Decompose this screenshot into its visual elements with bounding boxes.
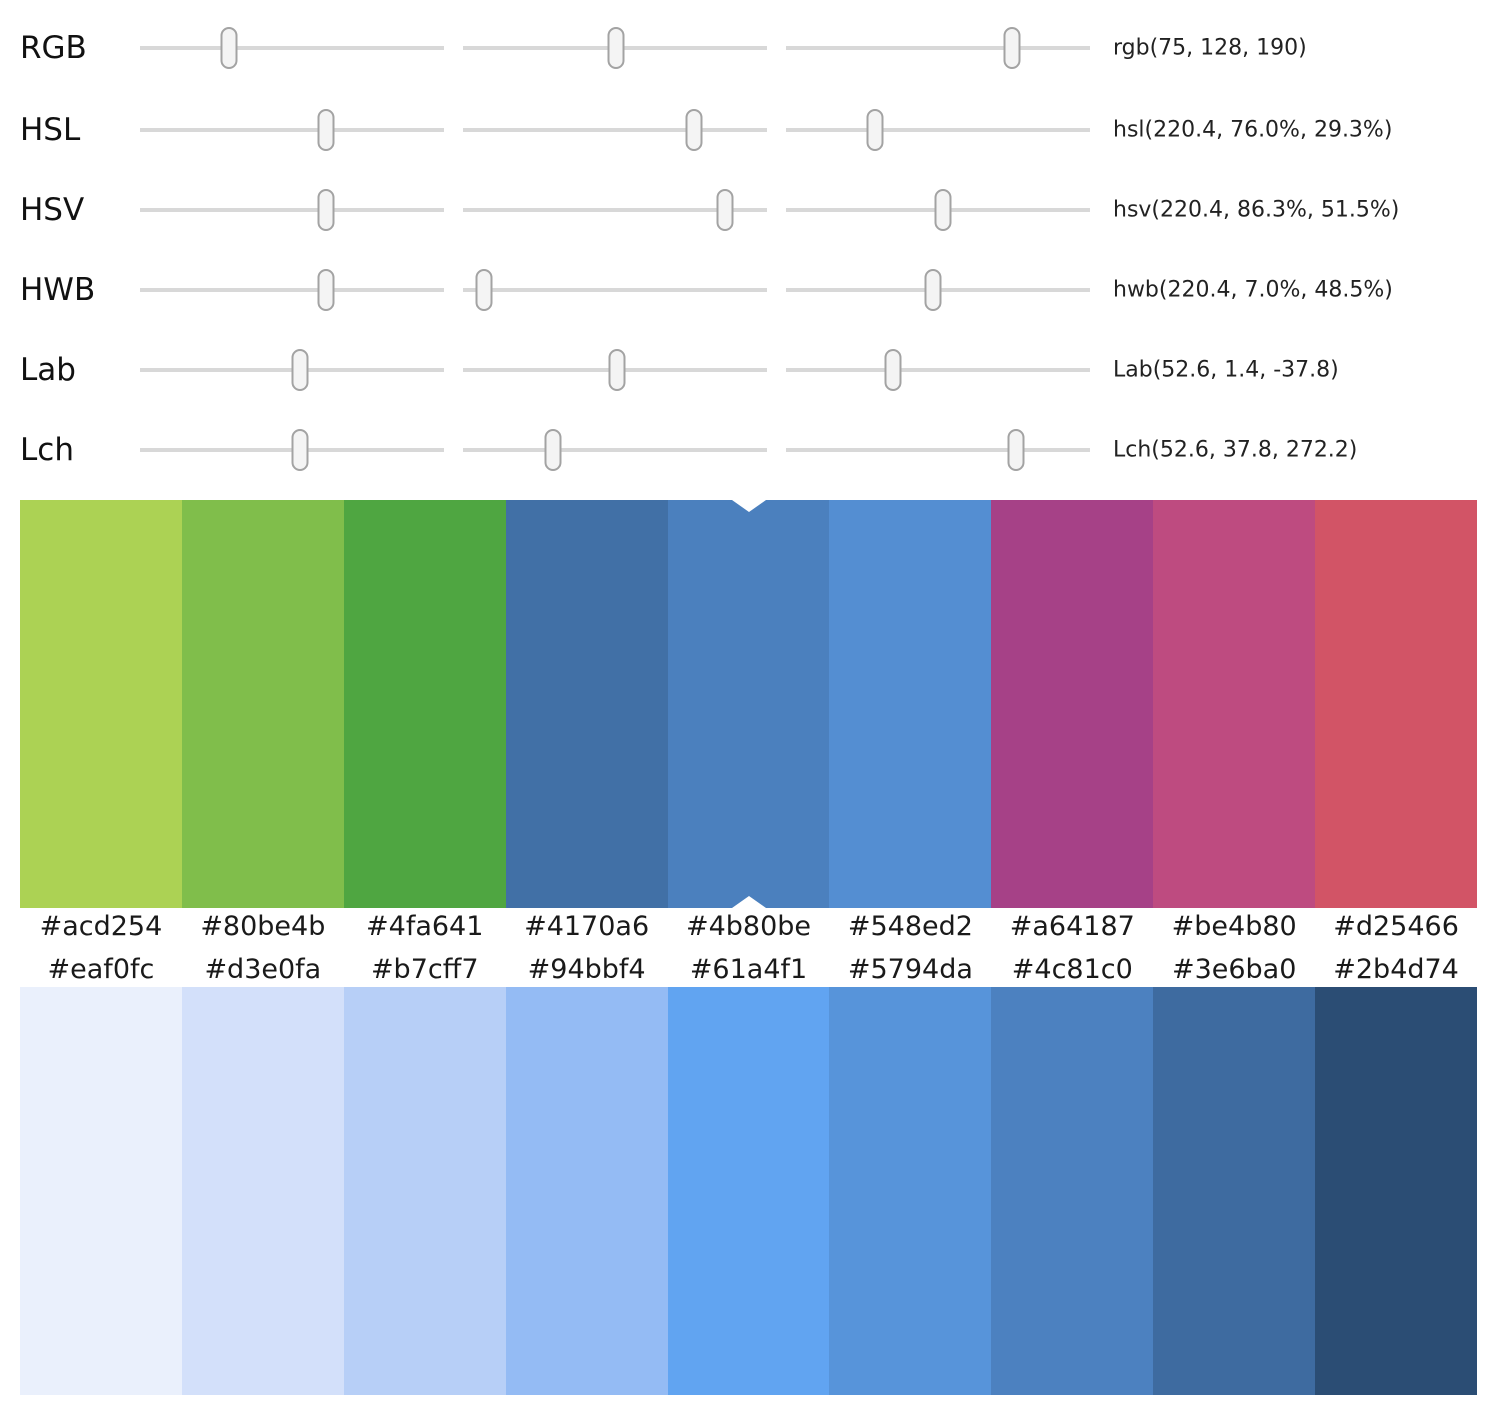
slider-thumb[interactable] — [884, 349, 902, 391]
slider-track[interactable] — [140, 189, 444, 231]
slider-track[interactable] — [463, 109, 767, 151]
slider-row-lch: Lch Lch(52.6, 37.8, 272.2) — [0, 410, 1501, 490]
slider-track[interactable] — [463, 269, 767, 311]
slider-thumb[interactable] — [317, 269, 335, 311]
palette-swatch[interactable] — [1153, 987, 1316, 1395]
selection-notch-top-icon — [731, 500, 766, 512]
hex-label: #2b4d74 — [1333, 953, 1459, 985]
color-value-text: hwb(220.4, 7.0%, 48.5%) — [1113, 277, 1393, 303]
slider-thumb[interactable] — [291, 349, 309, 391]
colorspace-label: HSL — [20, 112, 81, 148]
color-value-text: Lab(52.6, 1.4, -37.8) — [1113, 357, 1339, 383]
palette-swatch[interactable] — [181, 987, 344, 1395]
palette-swatch[interactable] — [343, 500, 506, 908]
slider-track[interactable] — [463, 349, 767, 391]
slider-thumb[interactable] — [1007, 429, 1025, 471]
slider-track[interactable] — [786, 27, 1090, 69]
slider-thumb[interactable] — [220, 27, 238, 69]
color-value-text: rgb(75, 128, 190) — [1113, 35, 1307, 61]
color-value-text: Lch(52.6, 37.8, 272.2) — [1113, 437, 1358, 463]
slider-track[interactable] — [140, 109, 444, 151]
hex-labels-lightness: #eaf0fc #d3e0fa #b7cff7 #94bbf4 #61a4f1 … — [20, 950, 1477, 988]
hex-label: #eaf0fc — [47, 953, 155, 985]
hex-label: #4b80be — [685, 910, 812, 942]
slider-track[interactable] — [463, 27, 767, 69]
slider-row-rgb: RGB rgb(75, 128, 190) — [0, 8, 1501, 88]
slider-track[interactable] — [786, 189, 1090, 231]
hex-label: #b7cff7 — [370, 953, 479, 985]
palette-swatch[interactable] — [991, 500, 1154, 908]
slider-thumb[interactable] — [317, 189, 335, 231]
hex-label: #548ed2 — [847, 910, 973, 942]
slider-row-hsl: HSL hsl(220.4, 76.0%, 29.3%) — [0, 90, 1501, 170]
palette-swatch[interactable] — [181, 500, 344, 908]
hex-label: #80be4b — [200, 910, 326, 942]
slider-thumb[interactable] — [475, 269, 493, 311]
palette-swatch[interactable] — [1315, 987, 1478, 1395]
slider-thumb[interactable] — [607, 27, 625, 69]
hex-label: #61a4f1 — [689, 953, 808, 985]
colorspace-label: HWB — [20, 272, 96, 308]
palette-swatch[interactable] — [829, 500, 992, 908]
colorspace-label: Lch — [20, 432, 74, 468]
hex-label: #4c81c0 — [1011, 953, 1133, 985]
slider-thumb[interactable] — [934, 189, 952, 231]
slider-thumb[interactable] — [291, 429, 309, 471]
color-value-text: hsv(220.4, 86.3%, 51.5%) — [1113, 197, 1400, 223]
hex-label: #4170a6 — [524, 910, 650, 942]
hex-labels-hue: #acd254 #80be4b #4fa641 #4170a6 #4b80be … — [20, 905, 1477, 947]
slider-track[interactable] — [786, 349, 1090, 391]
palette-swatch[interactable] — [667, 987, 830, 1395]
hex-label: #be4b80 — [1171, 910, 1297, 942]
slider-thumb[interactable] — [544, 429, 562, 471]
slider-track[interactable] — [786, 269, 1090, 311]
palette-swatch-selected[interactable] — [667, 500, 830, 908]
slider-thumb[interactable] — [866, 109, 884, 151]
palette-swatch[interactable] — [20, 987, 182, 1395]
slider-thumb[interactable] — [608, 349, 626, 391]
hex-label: #5794da — [847, 953, 973, 985]
colorspace-label: HSV — [20, 192, 85, 228]
slider-thumb[interactable] — [924, 269, 942, 311]
hex-label: #d25466 — [1333, 910, 1459, 942]
slider-row-hwb: HWB hwb(220.4, 7.0%, 48.5%) — [0, 250, 1501, 330]
color-value-text: hsl(220.4, 76.0%, 29.3%) — [1113, 117, 1393, 143]
slider-track[interactable] — [140, 429, 444, 471]
palette-swatch[interactable] — [991, 987, 1154, 1395]
palette-swatch[interactable] — [829, 987, 992, 1395]
slider-thumb[interactable] — [716, 189, 734, 231]
palette-swatch[interactable] — [505, 500, 668, 908]
colorspace-label: RGB — [20, 30, 87, 66]
palette-swatch[interactable] — [343, 987, 506, 1395]
hex-label: #d3e0fa — [204, 953, 322, 985]
slider-track[interactable] — [463, 429, 767, 471]
slider-track[interactable] — [786, 429, 1090, 471]
selection-notch-bottom-icon — [731, 896, 766, 908]
slider-thumb[interactable] — [1003, 27, 1021, 69]
hex-label: #acd254 — [39, 910, 163, 942]
hex-label: #a64187 — [1009, 910, 1135, 942]
hex-label: #4fa641 — [366, 910, 484, 942]
slider-track[interactable] — [140, 27, 444, 69]
slider-thumb[interactable] — [317, 109, 335, 151]
hex-label: #3e6ba0 — [1171, 953, 1297, 985]
slider-row-hsv: HSV hsv(220.4, 86.3%, 51.5%) — [0, 170, 1501, 250]
colorspace-label: Lab — [20, 352, 76, 388]
palette-swatch[interactable] — [505, 987, 668, 1395]
palette-hue — [20, 500, 1478, 908]
palette-swatch[interactable] — [1153, 500, 1316, 908]
slider-track[interactable] — [786, 109, 1090, 151]
palette-swatch[interactable] — [1315, 500, 1478, 908]
slider-track[interactable] — [140, 349, 444, 391]
slider-row-lab: Lab Lab(52.6, 1.4, -37.8) — [0, 330, 1501, 410]
slider-thumb[interactable] — [685, 109, 703, 151]
slider-track[interactable] — [140, 269, 444, 311]
palette-swatch[interactable] — [20, 500, 182, 908]
palette-lightness — [20, 987, 1478, 1395]
hex-label: #94bbf4 — [527, 953, 646, 985]
slider-track[interactable] — [463, 189, 767, 231]
